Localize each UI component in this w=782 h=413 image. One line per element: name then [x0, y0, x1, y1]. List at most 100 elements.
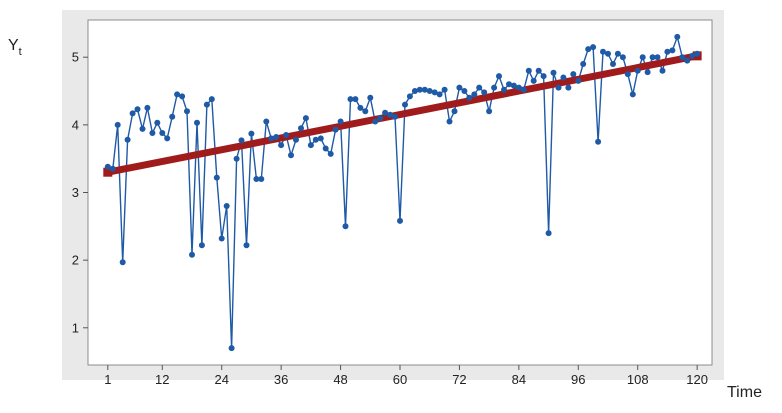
data-point — [184, 108, 190, 115]
data-point — [194, 119, 200, 126]
x-tick-label: 12 — [155, 372, 169, 387]
data-point — [565, 84, 572, 91]
data-point — [694, 50, 701, 57]
data-point — [322, 145, 329, 152]
data-point — [124, 136, 131, 143]
x-tick-label: 36 — [274, 372, 288, 387]
data-point — [189, 251, 195, 258]
data-point — [456, 84, 463, 91]
data-point — [357, 104, 364, 111]
data-point — [669, 47, 676, 54]
data-point — [337, 118, 344, 125]
data-point — [510, 82, 517, 89]
y-axis-title: Yt — [8, 37, 22, 58]
data-point — [590, 44, 597, 51]
data-point — [327, 150, 334, 157]
data-point — [431, 89, 438, 96]
data-point — [317, 135, 324, 142]
data-point — [515, 84, 522, 91]
data-point — [436, 91, 443, 98]
data-point — [203, 101, 210, 108]
plot-area — [87, 19, 713, 366]
data-point — [664, 48, 671, 55]
data-point — [114, 121, 121, 128]
data-point — [575, 77, 582, 84]
data-point — [406, 93, 413, 100]
data-point — [674, 33, 681, 40]
data-point — [387, 111, 394, 118]
data-point — [471, 91, 478, 98]
data-point — [243, 242, 250, 249]
data-point — [298, 125, 304, 132]
data-point — [347, 96, 354, 103]
data-point — [268, 135, 275, 142]
data-point — [382, 109, 389, 116]
data-point — [605, 50, 611, 57]
data-point — [535, 67, 542, 74]
data-point — [372, 118, 379, 125]
data-point — [104, 163, 111, 170]
y-tick-label: 5 — [72, 50, 79, 65]
data-point — [352, 96, 359, 103]
trend-marker — [103, 167, 113, 177]
data-point — [496, 73, 502, 80]
data-point — [639, 54, 646, 61]
data-point — [213, 174, 220, 181]
series-line — [107, 36, 698, 349]
data-point — [614, 50, 621, 57]
data-point — [149, 130, 156, 136]
data-point — [283, 132, 290, 138]
trend-line — [104, 52, 701, 176]
data-point — [119, 259, 126, 266]
data-point — [481, 89, 488, 96]
data-point — [610, 61, 616, 67]
data-point — [426, 88, 433, 94]
data-point — [580, 61, 587, 67]
data-point — [377, 115, 384, 122]
data-point — [248, 130, 255, 137]
data-point — [253, 176, 260, 182]
data-point — [446, 118, 453, 125]
data-point — [134, 106, 141, 113]
data-point — [595, 138, 602, 145]
data-point — [293, 136, 299, 143]
x-axis: 1 12 24 36 48 60 72 84 96 108 120 — [104, 365, 708, 387]
data-point — [416, 86, 423, 93]
data-point — [263, 118, 270, 125]
data-point — [619, 54, 626, 61]
x-tick-label: 60 — [393, 372, 407, 387]
data-point — [421, 86, 428, 93]
data-point — [525, 67, 532, 74]
data-point — [545, 230, 552, 237]
data-point — [233, 155, 240, 162]
data-point — [555, 84, 562, 91]
data-point — [258, 176, 265, 182]
data-point — [644, 69, 651, 76]
data-point — [486, 108, 493, 115]
x-tick-label: 108 — [627, 372, 649, 387]
y-axis: 1 2 3 4 5 — [72, 50, 88, 335]
data-point — [466, 94, 473, 101]
data-point — [654, 54, 661, 61]
x-tick-label: 84 — [512, 372, 526, 387]
data-point — [679, 54, 686, 61]
data-point — [506, 81, 512, 88]
data-point — [397, 217, 403, 224]
data-point — [273, 134, 280, 140]
x-tick-label: 24 — [214, 372, 228, 387]
data-point — [312, 136, 319, 143]
data-point — [600, 48, 606, 55]
data-point — [624, 71, 631, 78]
data-point — [689, 52, 696, 59]
data-point — [634, 67, 641, 74]
data-point — [302, 115, 309, 122]
data-point — [441, 86, 448, 93]
data-point — [585, 46, 592, 53]
data-point — [288, 152, 294, 159]
y-tick-label: 3 — [72, 185, 79, 200]
data-point — [629, 91, 636, 98]
data-point — [367, 94, 374, 101]
data-point — [198, 242, 205, 249]
